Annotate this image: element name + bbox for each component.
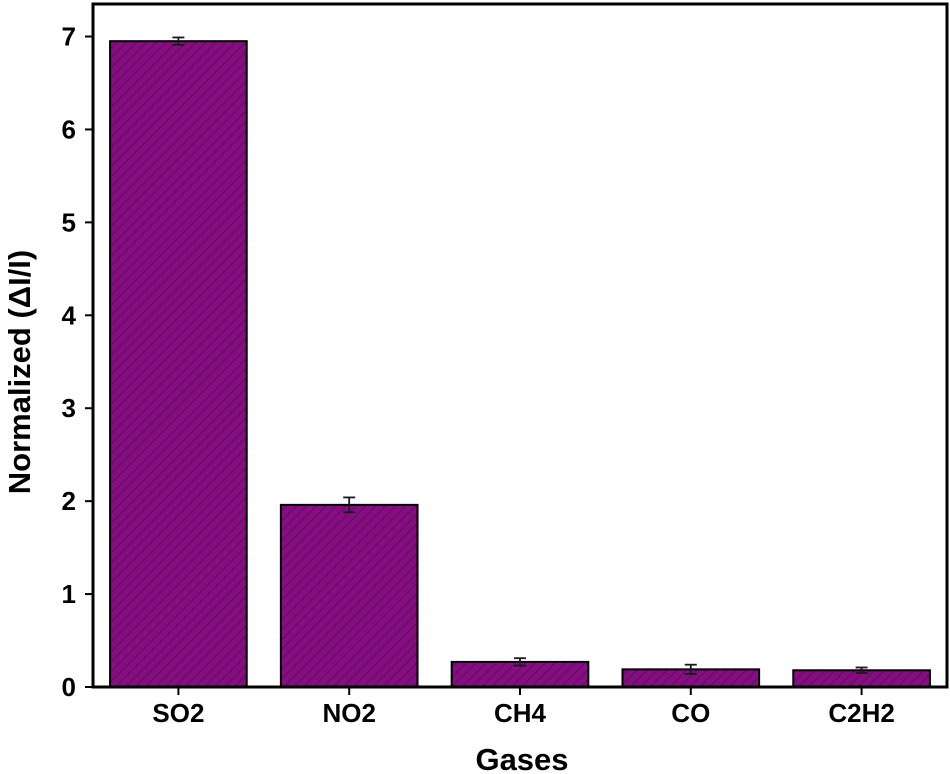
y-tick-label: 0: [62, 672, 76, 702]
error-bar-c2h2: [855, 666, 868, 674]
error-bar-no2: [343, 496, 356, 514]
x-tick-label: NO2: [322, 698, 375, 728]
x-axis-ticks: SO2 NO2 CH4 CO C2H2: [152, 687, 895, 728]
x-axis-title: Gases: [475, 742, 568, 774]
error-bar-so2: [172, 36, 185, 46]
y-axis-ticks: 0 1 2 3 4 5 6 7: [62, 22, 93, 702]
x-tick-label: CH4: [494, 698, 547, 728]
y-axis-title: Normalized (ΔI/I): [2, 250, 37, 494]
bars-layer: [109, 40, 931, 689]
x-tick-label: C2H2: [828, 698, 894, 728]
error-bars-layer: [172, 36, 868, 675]
y-tick-label: 6: [62, 114, 76, 144]
y-tick-label: 3: [62, 393, 76, 423]
x-tick-label: SO2: [152, 698, 204, 728]
y-tick-label: 1: [62, 579, 76, 609]
error-bar-ch4: [514, 657, 526, 667]
bar-no2: [279, 503, 419, 688]
error-bar-co: [684, 663, 697, 675]
y-tick-label: 5: [62, 207, 76, 237]
y-tick-label: 2: [62, 486, 76, 516]
y-tick-label: 7: [62, 22, 76, 52]
x-tick-label: CO: [671, 698, 710, 728]
y-tick-label: 4: [62, 300, 77, 330]
bar-so2: [109, 40, 248, 689]
